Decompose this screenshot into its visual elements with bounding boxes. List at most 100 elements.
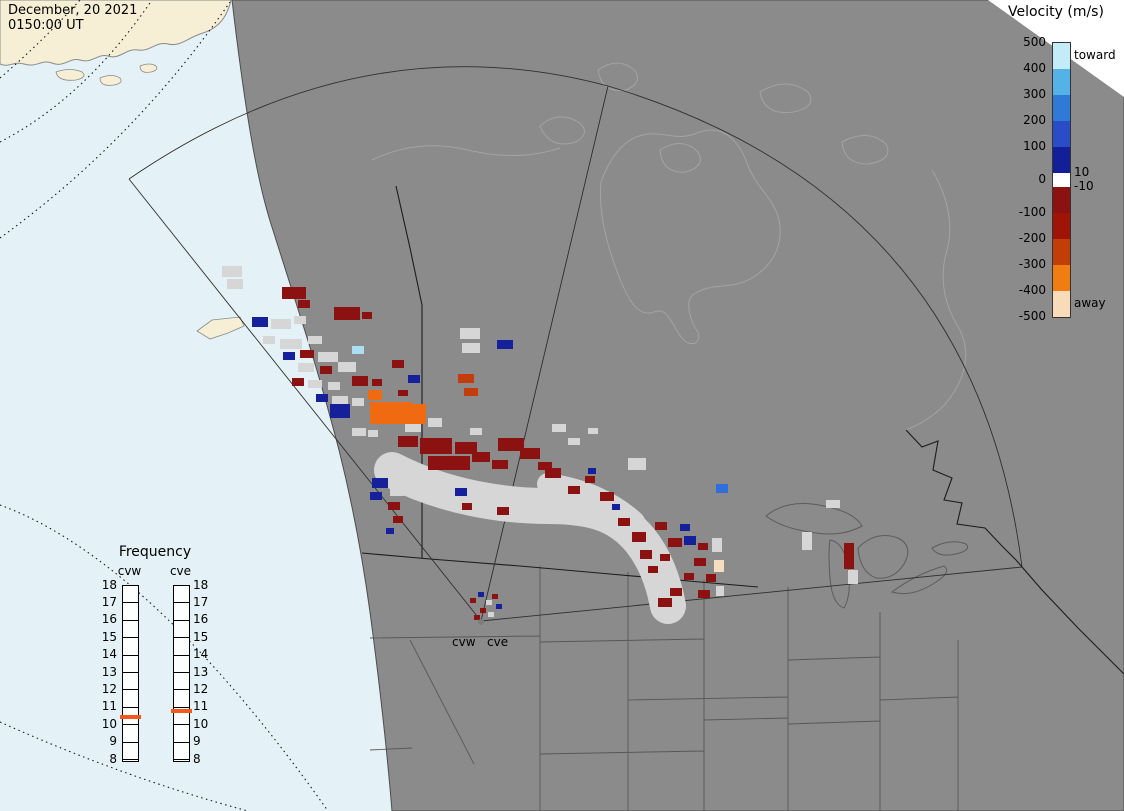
velocity-cell xyxy=(352,376,368,386)
velocity-cell xyxy=(684,573,694,580)
velocity-tick-label: 400 xyxy=(1023,61,1046,75)
velocity-cell xyxy=(292,378,304,386)
velocity-cell xyxy=(588,468,596,474)
velocity-cell xyxy=(684,536,696,545)
frequency-scale-cell xyxy=(174,725,189,743)
velocity-cell xyxy=(498,438,524,451)
velocity-cell xyxy=(283,352,295,360)
velocity-cell xyxy=(680,524,690,531)
frequency-legend: Frequency cvw 18 17 16 15 14 13 12 11 10 9 8 cve 18 17… xyxy=(80,542,240,782)
frequency-tick-label: 18 xyxy=(101,577,117,592)
velocity-tick-label: 100 xyxy=(1023,139,1046,153)
velocity-tick-label: -300 xyxy=(1018,257,1046,271)
velocity-cell xyxy=(458,374,474,383)
velocity-cell xyxy=(712,538,722,552)
frequency-tick-label: 8 xyxy=(193,751,201,766)
velocity-cell xyxy=(455,442,477,454)
away-label: away xyxy=(1074,296,1106,310)
alaska-landmass xyxy=(0,0,232,66)
velocity-cell xyxy=(420,438,452,454)
velocity-tick-label: -500 xyxy=(1018,309,1046,323)
velocity-cell xyxy=(486,600,492,605)
velocity-cell xyxy=(714,560,724,572)
velocity-cell xyxy=(412,404,426,424)
velocity-cell xyxy=(294,316,306,324)
geomagnetic-graticule xyxy=(0,0,329,811)
velocity-cell xyxy=(660,554,670,561)
velocity-cell xyxy=(368,430,378,437)
velocity-cell xyxy=(227,279,243,289)
velocity-cell xyxy=(694,558,706,566)
velocity-colorbar-ticks: 500 400 300 200 100 0 -100 -200 -300 -400 -500 xyxy=(1000,35,1048,323)
velocity-cell xyxy=(388,502,400,510)
site-label-cve: cve xyxy=(487,635,509,649)
frequency-marker xyxy=(171,709,192,714)
north-america-landmass xyxy=(231,0,1124,811)
velocity-cell xyxy=(271,319,291,329)
frequency-tick-label: 11 xyxy=(101,699,117,714)
velocity-cell xyxy=(716,484,728,493)
frequency-scale-cell xyxy=(174,708,189,726)
velocity-cell xyxy=(308,380,322,388)
velocity-cell xyxy=(470,428,482,435)
velocity-cell xyxy=(352,428,366,436)
frequency-scale-cell xyxy=(174,656,189,673)
velocity-cells xyxy=(222,266,858,620)
velocity-cell xyxy=(330,404,350,418)
velocity-cell xyxy=(318,352,338,362)
velocity-cell xyxy=(632,532,646,542)
velocity-cell xyxy=(492,594,498,599)
velocity-cell xyxy=(568,486,580,494)
velocity-cell xyxy=(612,504,620,510)
frequency-tick-label: 12 xyxy=(193,681,209,696)
velocity-cell xyxy=(848,570,858,584)
frequency-tick-label: 17 xyxy=(101,594,117,609)
velocity-cell xyxy=(334,307,360,320)
timestamp-block: December, 20 2021 0150:00 UT xyxy=(8,3,137,33)
frequency-tick-label: 10 xyxy=(193,716,209,731)
velocity-cell xyxy=(670,588,682,596)
velocity-cell xyxy=(464,388,478,396)
frequency-scale-cell xyxy=(174,638,189,656)
frequency-tick-label: 14 xyxy=(101,647,117,662)
time-label: 0150:00 UT xyxy=(8,18,84,33)
frequency-tick-label: 16 xyxy=(101,612,117,627)
velocity-cell xyxy=(298,300,310,308)
velocity-tick-label: -400 xyxy=(1018,283,1046,297)
frequency-tick-label: 17 xyxy=(193,594,209,609)
velocity-cell xyxy=(478,592,484,597)
velocity-cell xyxy=(520,448,540,459)
arctic-coast-details xyxy=(371,62,967,431)
velocity-cell xyxy=(362,312,372,319)
velocity-cell xyxy=(338,362,356,372)
alaska-islands xyxy=(55,63,158,86)
frequency-tick-label: 9 xyxy=(193,734,201,749)
velocity-bar-segment xyxy=(1053,239,1070,265)
velocity-cell xyxy=(568,438,580,445)
velocity-cell xyxy=(470,598,476,603)
velocity-cell xyxy=(393,516,403,523)
velocity-bar-segment xyxy=(1053,291,1070,317)
velocity-bar-segment xyxy=(1053,69,1070,95)
frequency-legend-title: Frequency xyxy=(118,544,192,560)
frequency-tick-label: 18 xyxy=(193,577,209,592)
velocity-cell xyxy=(392,360,404,368)
site-label-cvw: cvw xyxy=(452,635,476,649)
velocity-bar-segment xyxy=(1053,95,1070,121)
frequency-tick-label: 13 xyxy=(101,664,117,679)
velocity-cell xyxy=(300,350,314,358)
velocity-tick-label: 0 xyxy=(1038,172,1046,186)
velocity-tick-label: 500 xyxy=(1023,35,1046,49)
frequency-scale-bar xyxy=(120,585,141,762)
velocity-cell xyxy=(655,522,667,530)
velocity-colorbar xyxy=(1052,42,1071,318)
velocity-cell xyxy=(222,266,242,277)
velocity-bar-segment xyxy=(1053,147,1070,173)
frequency-scale-cell xyxy=(123,638,138,656)
velocity-legend: Velocity (m/s) 500 400 300 200 100 0 -100 -200 -… xyxy=(1000,0,1124,340)
velocity-cell xyxy=(668,538,682,547)
frequency-scale-cell xyxy=(174,743,189,760)
velocity-cell xyxy=(706,574,716,582)
velocity-cell xyxy=(428,418,442,427)
plus10-label: 10 xyxy=(1074,165,1090,179)
